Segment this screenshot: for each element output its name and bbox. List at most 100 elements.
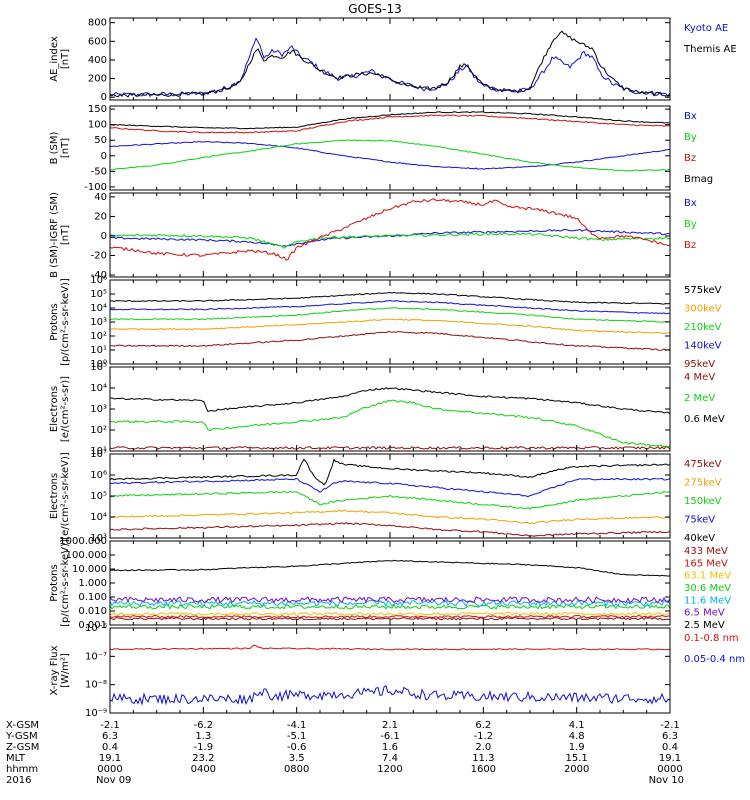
ylabel-bsm-0: B (SM)	[49, 131, 60, 164]
legend-bsm-1: By	[684, 132, 697, 143]
series-bsm-0	[110, 140, 670, 170]
ytick-label-electrons_kev-1: 10⁴	[90, 512, 107, 523]
ytick-label-xray-1: 10⁻⁸	[85, 680, 107, 691]
ylabel-protons_mev-1: [p/(cm²-s-sr-keV)]	[60, 539, 71, 627]
xaxis-value-1-2: -5.1	[287, 731, 307, 742]
legend-electrons_mev-0: 4 MeV	[684, 372, 715, 383]
legend-ae-0: Kyoto AE	[684, 23, 728, 34]
ytick-label-bsm-2: 0	[101, 151, 107, 162]
series-protons_kev-0	[110, 291, 670, 305]
xaxis-value-2-3: 1.6	[382, 742, 398, 753]
ylabel-ae-1: [nT]	[60, 49, 71, 69]
series-protons_kev-4	[110, 331, 670, 351]
series-bsm-3	[110, 111, 670, 130]
legend-bsmigrf-1: By	[684, 219, 697, 230]
panel-frame-ae	[109, 17, 671, 101]
ytick-label-protons_kev-5: 10⁵	[90, 289, 107, 300]
panel-ae: 0 200 400 600 800 AE_index [nT] Kyoto AE Themis …	[49, 17, 737, 103]
ytick-label-protons_mev-6: 1000.000	[59, 536, 107, 547]
legend-xray-0: 0.1-0.8 nm	[684, 633, 739, 644]
xaxis-value-3-1: 23.2	[192, 753, 214, 764]
xaxis-value-5-0: Nov 09	[96, 775, 131, 786]
legend-protons_mev-4: 11.6 MeV	[684, 595, 731, 606]
panel-electrons_kev: 10³ 10⁴ 10⁵ 10⁶ 10⁷ Electrons [e/(cm²-s-sr-keV…	[49, 449, 722, 544]
series-electrons_kev-1	[110, 509, 670, 525]
ylabel-electrons_mev-1: [e/(cm²-s-sr)]	[60, 376, 71, 442]
legend-bsm-3: Bmag	[684, 174, 713, 185]
ylabel-electrons_mev-0: Electrons	[49, 386, 60, 432]
series-electrons_mev-1	[110, 399, 670, 448]
ytick-label-ae-3: 600	[88, 36, 107, 47]
panel-frame-xray	[109, 627, 671, 714]
ylabel-protons_kev-1: [p/(cm²-s-sr-keV)]	[60, 278, 71, 366]
xaxis-value-1-5: 4.8	[569, 731, 585, 742]
legend-electrons_mev-2: 0.6 MeV	[684, 414, 725, 425]
ytick-label-ae-0: 0	[101, 92, 107, 103]
xaxis-value-3-2: 3.5	[289, 753, 305, 764]
panel-electrons_mev: 10¹ 10² 10³ 10⁴ 10⁵ Electrons [e/(cm²-s-sr)] 4 …	[49, 362, 725, 457]
legend-protons_mev-0: 433 MeV	[684, 546, 728, 557]
legend-bsmigrf-2: Bz	[684, 240, 696, 251]
legend-protons_mev-1: 165 MeV	[684, 558, 728, 569]
legend-protons_mev-2: 63.1 MeV	[684, 571, 731, 582]
xaxis-value-3-5: 15.1	[566, 753, 588, 764]
ylabel-xray-1: [W/m²]	[60, 653, 71, 688]
xaxis-value-4-4: 1600	[471, 764, 496, 775]
xaxis-value-0-5: 4.1	[569, 720, 585, 731]
ytick-label-protons_kev-0: 10⁰	[90, 359, 107, 370]
series-bsmigrf-1	[110, 232, 670, 249]
series-protons_mev-4	[110, 599, 670, 608]
ytick-label-protons_kev-3: 10³	[90, 317, 107, 328]
ylabel-protons_mev-0: Protons	[49, 564, 60, 601]
series-electrons_kev-2	[110, 490, 670, 510]
xaxis-value-1-0: 6.3	[102, 731, 118, 742]
xaxis-value-5-6: Nov 10	[649, 775, 684, 786]
ytick-label-electrons_kev-0: 10³	[90, 533, 107, 544]
xaxis-value-1-6: 6.3	[662, 731, 678, 742]
series-protons_kev-1	[110, 318, 670, 334]
xaxis-value-2-5: 1.9	[569, 742, 585, 753]
series-electrons_mev-2	[110, 387, 670, 415]
legend-electrons_kev-3: 75keV	[684, 515, 715, 526]
xaxis-value-4-6: 0000	[657, 764, 682, 775]
ytick-label-ae-2: 400	[88, 55, 107, 66]
ylabel-bsmigrf-0: B (SM)-IGRF (SM)	[49, 192, 60, 278]
series-xray-1	[110, 685, 670, 706]
ylabel-xray-0: X-ray Flux	[49, 645, 60, 695]
ytick-label-electrons_mev-1: 10²	[90, 425, 107, 436]
xaxis-value-4-0: 0000	[97, 764, 122, 775]
xaxis-value-3-6: 19.1	[659, 753, 681, 764]
ylabel-bsm-1: [nT]	[60, 138, 71, 158]
chart-title: GOES-13	[348, 2, 402, 16]
series-protons_kev-3	[110, 299, 670, 315]
panel-protons_kev: 10⁰ 10¹ 10² 10³ 10⁴ 10⁵ 10⁶ Protons [p/(cm²-s-sr…	[49, 275, 722, 370]
panel-xray: 10⁻⁹ 10⁻⁸ 10⁻⁷ 10⁻⁶ X-ray Flux [W/m²] 0.1-0.8 …	[49, 623, 745, 719]
series-bsm-2	[110, 114, 670, 134]
ylabel-protons_kev-0: Protons	[49, 303, 60, 340]
panel-frame-bsm	[109, 105, 671, 191]
ytick-label-protons_mev-0: 0.001	[78, 620, 107, 631]
ylabel-ae-0: AE_index	[49, 36, 60, 82]
ytick-label-bsmigrf-2: 0	[101, 231, 107, 242]
xaxis-row-label-2: Z-GSM	[6, 742, 39, 753]
ytick-label-bsm-1: -50	[91, 166, 107, 177]
legend-bsmigrf-0: Bx	[684, 198, 697, 209]
xaxis-value-2-4: 2.0	[475, 742, 491, 753]
legend-bsm-0: Bx	[684, 111, 697, 122]
series-protons_mev-3	[110, 603, 670, 610]
panel-frame-protons_mev	[109, 540, 671, 626]
xaxis-value-2-6: 0.4	[662, 742, 678, 753]
xaxis-value-4-1: 0400	[191, 764, 216, 775]
legend-protons_kev-3: 140keV	[684, 341, 722, 352]
legend-bsm-2: Bz	[684, 153, 696, 164]
xaxis-value-3-3: 7.4	[382, 753, 398, 764]
xaxis-value-2-2: -0.6	[287, 742, 307, 753]
ytick-label-protons_kev-1: 10¹	[90, 345, 107, 356]
xaxis-value-4-3: 1200	[377, 764, 402, 775]
ytick-label-protons_kev-2: 10²	[90, 331, 107, 342]
legend-electrons_kev-0: 475keV	[684, 459, 722, 470]
ytick-label-protons_mev-3: 1.000	[78, 578, 107, 589]
series-electrons_kev-3	[110, 477, 670, 498]
xaxis-value-0-6: -2.1	[660, 720, 680, 731]
